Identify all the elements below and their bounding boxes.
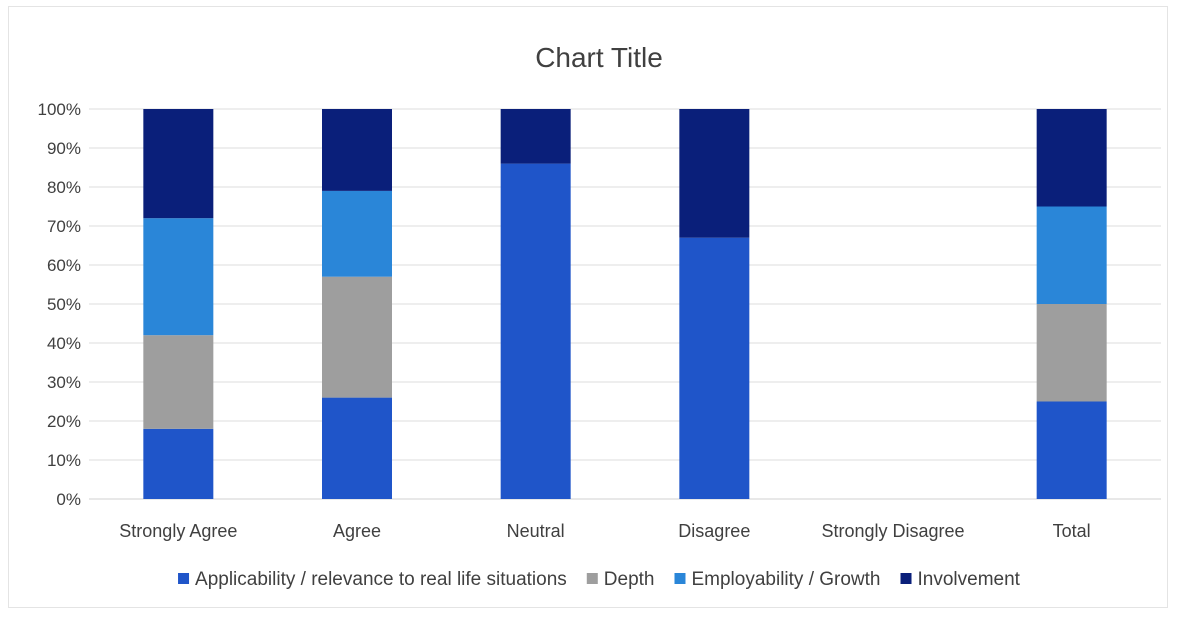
y-tick-label: 10%: [47, 451, 81, 470]
x-category-label: Strongly Agree: [119, 521, 237, 541]
bar-segment: [322, 109, 392, 191]
bar-segment: [322, 397, 392, 499]
gridlines: [89, 108, 1161, 500]
x-category-label: Agree: [333, 521, 381, 541]
bar-segment: [500, 163, 571, 499]
y-axis-tick-labels: 0% 10% 20% 30% 40% 50% 60% 70% 80% 90% 100%: [38, 100, 81, 509]
y-tick-label: 80%: [47, 178, 81, 197]
legend-label: Applicability / relevance to real life s…: [195, 569, 567, 590]
y-tick-label: 0%: [56, 490, 81, 509]
chart-frame: Chart Title 0% 10% 20% 30% 40% 50% 60% 70% 80% 90…: [8, 6, 1168, 608]
bar-segment: [143, 335, 214, 429]
legend: Applicability / relevance to real life s…: [178, 569, 1021, 590]
bar-segment: [1036, 401, 1107, 499]
bar-segment: [143, 428, 214, 499]
legend-swatch: [586, 573, 598, 584]
bar-segment: [1036, 109, 1107, 207]
y-tick-label: 50%: [47, 295, 81, 314]
chart-title: Chart Title: [535, 42, 663, 73]
legend-swatch: [178, 573, 190, 584]
x-category-label: Strongly Disagree: [821, 521, 964, 541]
legend-label: Employability / Growth: [691, 569, 880, 590]
bar-segment: [679, 237, 750, 499]
y-tick-label: 60%: [47, 256, 81, 275]
bar-segment: [679, 109, 750, 238]
y-tick-label: 40%: [47, 334, 81, 353]
y-tick-label: 90%: [47, 139, 81, 158]
legend-item: Depth: [586, 569, 655, 590]
x-category-label: Neutral: [507, 521, 565, 541]
bar-segment: [322, 276, 392, 398]
legend-item: Applicability / relevance to real life s…: [178, 569, 567, 590]
y-tick-label: 30%: [47, 373, 81, 392]
legend-item: Employability / Growth: [674, 569, 881, 590]
y-tick-label: 70%: [47, 217, 81, 236]
bars: [143, 109, 1107, 499]
bar-segment: [143, 109, 214, 219]
y-tick-label: 20%: [47, 412, 81, 431]
x-category-label: Total: [1053, 521, 1091, 541]
legend-label: Involvement: [918, 569, 1021, 590]
legend-swatch: [674, 573, 686, 584]
chart-svg: Chart Title 0% 10% 20% 30% 40% 50% 60% 70% 80% 90…: [38, 42, 1161, 590]
bar-segment: [1036, 206, 1107, 304]
x-axis-category-labels: Strongly Agree Agree Neutral Disagree Strong…: [119, 521, 1090, 541]
legend-label: Depth: [604, 569, 655, 590]
bar-segment: [1036, 304, 1107, 402]
legend-item: Involvement: [900, 569, 1021, 590]
bar-segment: [143, 218, 214, 336]
x-category-label: Disagree: [678, 521, 750, 541]
bar-segment: [322, 190, 392, 277]
legend-swatch: [900, 573, 912, 584]
bar-segment: [500, 109, 571, 164]
y-tick-label: 100%: [38, 100, 81, 119]
